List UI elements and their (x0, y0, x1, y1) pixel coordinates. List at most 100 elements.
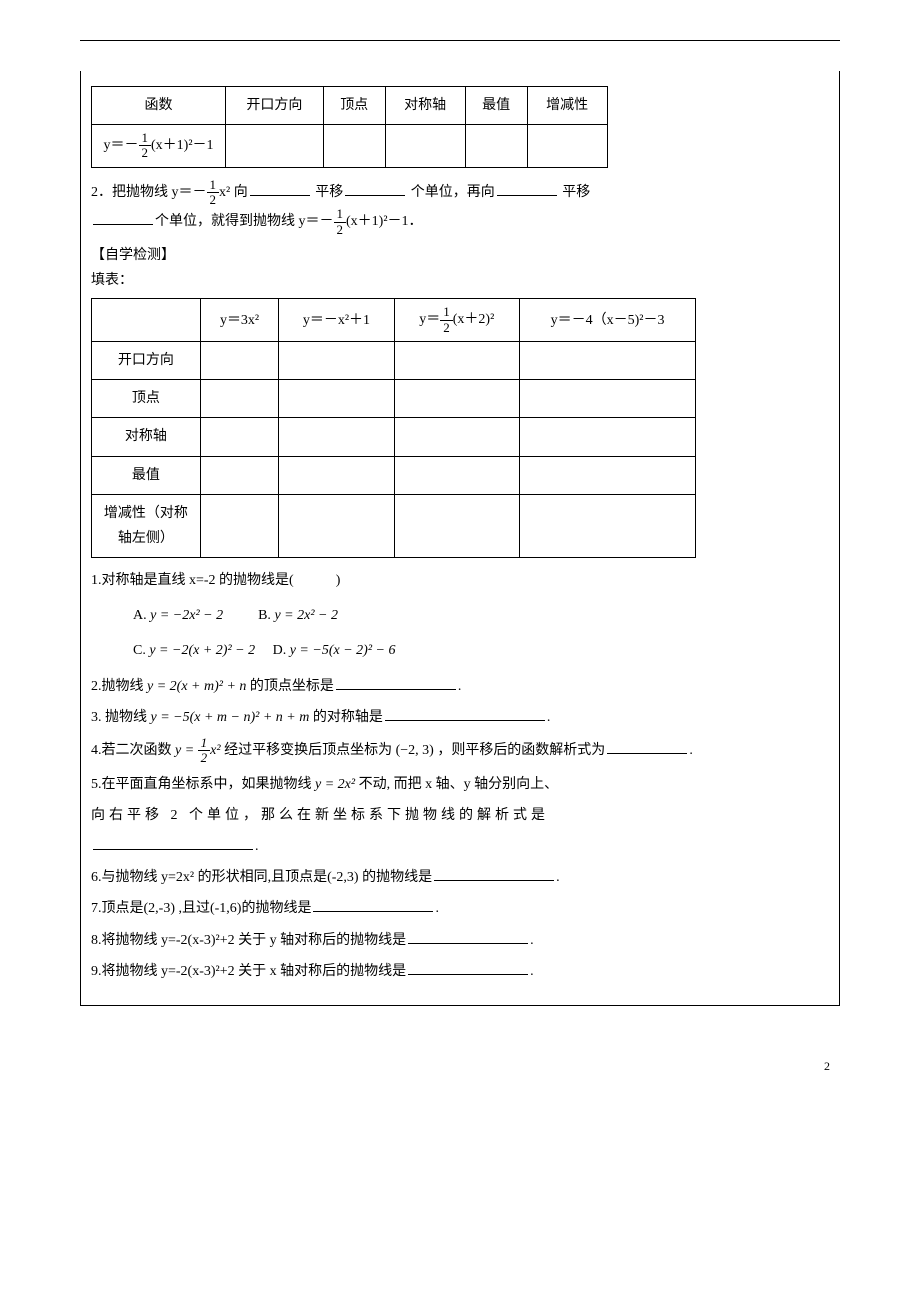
blank-input[interactable] (93, 210, 153, 225)
choice-expr: y = −2x² − 2 (150, 608, 223, 623)
th-open: 开口方向 (226, 87, 324, 125)
empty-cell (394, 494, 519, 557)
question-6: 6.与抛物线 y=2x² 的形状相同,且顶点是(-2,3) 的抛物线是. (91, 865, 829, 890)
choices-row-1: A. y = −2x² − 2 B. y = 2x² − 2 (133, 603, 829, 628)
page-container: 函数 开口方向 顶点 对称轴 最值 增减性 y＝－12(x＋1)²－1 2．把抛… (80, 40, 840, 1078)
section-self-check: 【自学检测】 (91, 243, 829, 268)
q2-prefix: 2．把抛物线 y＝－ (91, 185, 207, 200)
blank-input[interactable] (408, 960, 528, 975)
empty-cell (394, 341, 519, 379)
top-rule (80, 40, 840, 41)
mc-choices: A. y = −2x² − 2 B. y = 2x² − 2 C. y = −2… (133, 603, 829, 663)
col3-b: (x＋2)² (453, 312, 495, 327)
col-header: y＝－4（x－5)²－3 (519, 299, 695, 342)
empty-cell (226, 125, 324, 168)
blank-input[interactable] (607, 739, 687, 754)
choice-expr: y = −5(x − 2)² − 6 (290, 643, 396, 658)
choice-label: B. (258, 608, 271, 623)
empty-cell (394, 380, 519, 418)
text: . (547, 710, 551, 725)
q2-tail: (x＋1)²－1． (346, 214, 423, 229)
row-label: 顶点 (92, 380, 201, 418)
empty-cell (527, 125, 607, 168)
math-expr: y = 12x² (175, 743, 221, 758)
math-expr: y = 2x² (315, 777, 355, 792)
expr-a: y = (175, 743, 198, 758)
content-box: 函数 开口方向 顶点 对称轴 最值 增减性 y＝－12(x＋1)²－1 2．把抛… (80, 71, 840, 1006)
frac-den: 2 (139, 146, 152, 160)
th-vertex: 顶点 (323, 87, 385, 125)
text: 4.若二次函数 (91, 743, 175, 758)
fraction-icon: 12 (198, 736, 211, 766)
blank-input[interactable] (434, 866, 554, 881)
q2-mid4: 平移 (559, 185, 591, 200)
function-properties-table-1: 函数 开口方向 顶点 对称轴 最值 增减性 y＝－12(x＋1)²－1 (91, 86, 608, 168)
empty-cell (200, 456, 279, 494)
choice-label: D. (273, 643, 287, 658)
col3-a: y＝ (419, 312, 440, 327)
q2-mid5: 个单位，就得到抛物线 y＝－ (155, 214, 334, 229)
question-5-line2: 向右平移 2 个单位，那么在新坐标系下抛物线的解析式是 (91, 803, 829, 828)
choice-C[interactable]: C. y = −2(x + 2)² − 2 (133, 643, 255, 658)
text: 经过平移变换后顶点坐标为 (−2, 3) ，则平移后的函数解析式为 (221, 743, 606, 758)
fraction-icon: 12 (139, 131, 152, 161)
th-function: 函数 (92, 87, 226, 125)
empty-cell (519, 456, 695, 494)
choice-label: A. (133, 608, 147, 623)
fill-table-label: 填表： (91, 268, 829, 293)
frac-num: 1 (207, 178, 220, 193)
blank-input[interactable] (313, 897, 433, 912)
empty-cell (465, 125, 527, 168)
choice-expr: y = 2x² − 2 (274, 608, 338, 623)
text: 的对称轴是 (309, 710, 383, 725)
text: 2.抛物线 (91, 679, 147, 694)
blank-input[interactable] (345, 181, 405, 196)
choice-D[interactable]: D. y = −5(x − 2)² − 6 (273, 643, 396, 658)
col-header: y＝12(x＋2)² (394, 299, 519, 342)
col-header: y＝－x²＋1 (279, 299, 394, 342)
empty-cell (394, 418, 519, 456)
table-row: 函数 开口方向 顶点 对称轴 最值 增减性 (92, 87, 608, 125)
text: . (255, 839, 259, 854)
empty-cell (385, 125, 465, 168)
blank-input[interactable] (497, 181, 557, 196)
empty-cell (279, 418, 394, 456)
empty-cell (279, 494, 394, 557)
question-vertex: 2.抛物线 y = 2(x + m)² + n 的顶点坐标是. (91, 674, 829, 699)
empty-cell (200, 341, 279, 379)
blank-input[interactable] (250, 181, 310, 196)
frac-den: 2 (334, 223, 347, 237)
blank-input[interactable] (408, 929, 528, 944)
empty-cell (519, 494, 695, 557)
fraction-icon: 12 (440, 305, 453, 335)
question-5-blank: . (91, 834, 829, 859)
mc-question-1: 1.对称轴是直线 x=-2 的抛物线是( ) (91, 568, 829, 593)
choice-A[interactable]: A. y = −2x² − 2 (133, 608, 223, 623)
empty-cell (519, 418, 695, 456)
question-7: 7.顶点是(2,-3) ,且过(-1,6)的抛物线是. (91, 896, 829, 921)
question-shift-vertex: 4.若二次函数 y = 12x² 经过平移变换后顶点坐标为 (−2, 3) ，则… (91, 736, 829, 766)
text: 9.将抛物线 y=-2(x-3)²+2 关于 x 轴对称后的抛物线是 (91, 964, 406, 979)
math-expr: y = −5(x + m − n)² + n + m (151, 710, 310, 725)
blank-input[interactable] (385, 706, 545, 721)
choice-label: C. (133, 643, 146, 658)
frac-den: 2 (207, 193, 220, 207)
question-8: 8.将抛物线 y=-2(x-3)²+2 关于 y 轴对称后的抛物线是. (91, 928, 829, 953)
table-row: 增减性（对称轴左侧） (92, 494, 696, 557)
blank-input[interactable] (336, 675, 456, 690)
question-axis: 3. 抛物线 y = −5(x + m − n)² + n + m 的对称轴是. (91, 705, 829, 730)
text: . (435, 901, 439, 916)
frac-num: 1 (198, 736, 211, 751)
table-row: y＝3x² y＝－x²＋1 y＝12(x＋2)² y＝－4（x－5)²－3 (92, 299, 696, 342)
choice-B[interactable]: B. y = 2x² − 2 (258, 608, 338, 623)
row-label: 增减性（对称轴左侧） (92, 494, 201, 557)
blank-input[interactable] (93, 835, 253, 850)
choices-row-2: C. y = −2(x + 2)² − 2 D. y = −5(x − 2)² … (133, 638, 829, 663)
th-axis: 对称轴 (385, 87, 465, 125)
empty-cell (200, 418, 279, 456)
empty-cell (92, 299, 201, 342)
col-header: y＝3x² (200, 299, 279, 342)
text: 不动, 而把 x 轴、y 轴分别向上、 (355, 777, 558, 792)
text: 6.与抛物线 y=2x² 的形状相同,且顶点是(-2,3) 的抛物线是 (91, 870, 432, 885)
text: . (458, 679, 462, 694)
